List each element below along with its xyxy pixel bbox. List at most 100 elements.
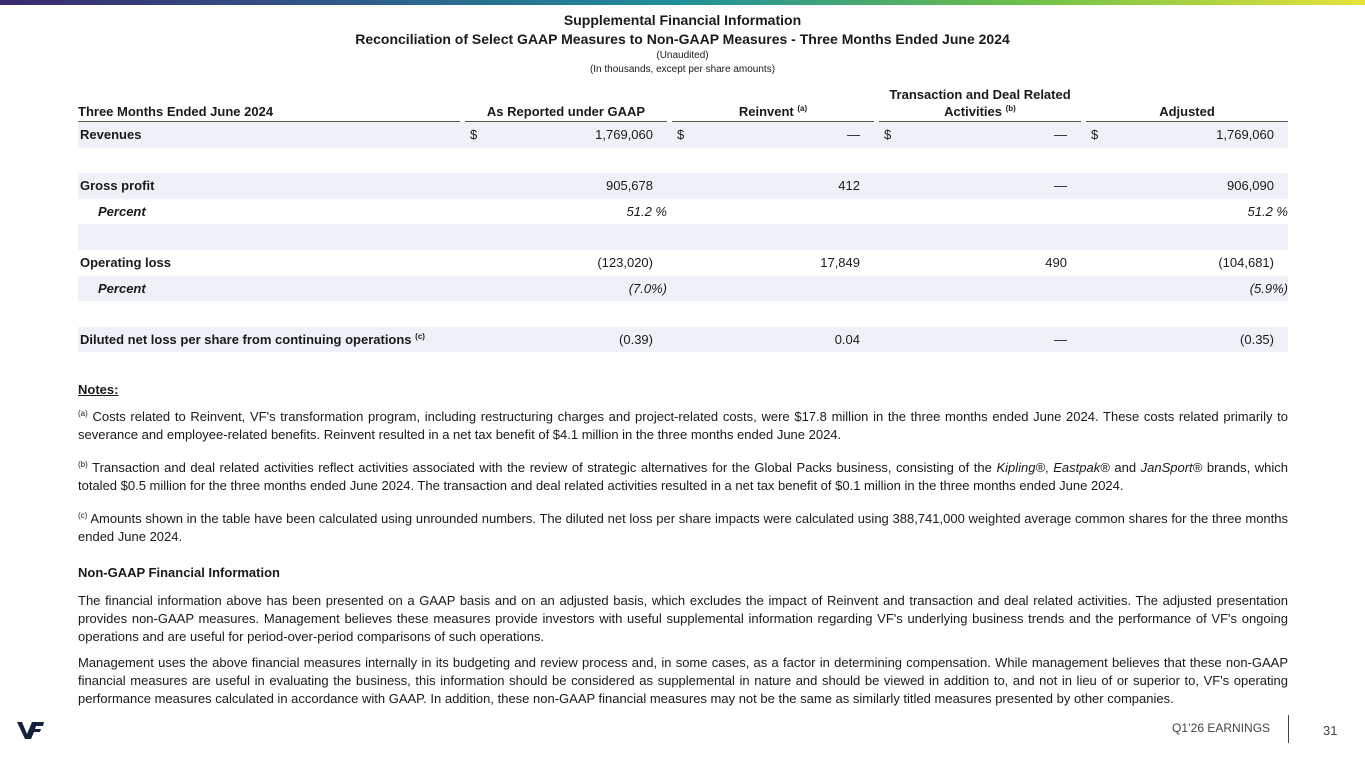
table-row: Revenues $1,769,060 $ — $ — $1,769,060 [78,122,1288,148]
currency: $ [677,127,685,143]
spacer [78,224,1288,250]
row-label-text: Revenues [80,127,142,143]
footnote-marker: (a) [78,409,88,418]
paragraph: The financial information above has been… [78,593,1288,644]
cell: (0.35) [1086,332,1288,347]
column-header: Adjusted [1086,105,1288,122]
table-row: Diluted net loss per share from continui… [78,326,1288,353]
row-label: Operating loss [78,255,460,270]
row-label: Percent [78,281,460,296]
cell-value: (0.39) [619,332,653,348]
cell: $ — [672,127,874,142]
cell: (7.0%) [465,281,667,296]
currency: $ [470,127,478,143]
table-row: Percent (7.0%) (5.9%) [78,275,1288,302]
cell-value: (0.35) [1240,332,1274,348]
cell: — [879,178,1081,193]
notes-heading: Notes: [78,382,119,397]
footnote-text: and [1109,460,1141,475]
spacer [78,301,1288,327]
table-row: Operating loss (123,020) 17,849 490 (104,681… [78,250,1288,276]
column-header: Transaction and Deal Related Activities … [879,88,1081,122]
row-label: Gross profit [78,178,460,193]
footnote-text: Eastpak® [1053,460,1110,475]
spacer [78,148,1288,174]
cell: $1,769,060 [1086,127,1288,142]
section-heading: Non-GAAP Financial Information [78,565,280,580]
cell: (123,020) [465,255,667,270]
table-row: Gross profit 905,678 412 — 906,090 [78,173,1288,199]
table: Three Months Ended June 2024 As Reported … [78,86,1288,353]
cell-value: 1,769,060 [1216,127,1274,143]
cell: (0.39) [465,332,667,347]
row-label-text: Diluted net loss per share from continui… [80,332,412,348]
cell: $1,769,060 [465,127,667,142]
footnote-text: brands, which totaled $0.5 million for t… [78,460,1289,493]
cell: 490 [879,255,1081,270]
cell-value: 51.2 % [626,204,667,220]
cell-value: 17,849 [820,255,860,271]
row-label: Percent [78,204,460,219]
cell-value: 490 [1045,255,1067,271]
footnote-marker: (b) [78,460,88,469]
row-label-text: Gross profit [80,178,155,194]
column-header: As Reported under GAAP [465,105,667,122]
cell: (104,681) [1086,255,1288,270]
footnote: (b) Transaction and deal related activit… [78,456,1288,495]
cell: 51.2 % [465,204,667,219]
note: (In thousands, except per share amounts) [589,64,776,75]
title: Supplemental Financial Information [563,12,802,28]
logo [17,722,44,739]
cell-value: 412 [838,178,860,194]
divider [1288,715,1289,743]
cell: 905,678 [465,178,667,193]
cell: 412 [672,178,874,193]
column-label: As Reported under GAAP [486,104,646,119]
page-number: 31 [1323,723,1338,738]
cell-value: (123,020) [597,255,653,271]
footnote-text: , [1045,460,1054,475]
cell: 17,849 [672,255,874,270]
cell-value: — [1054,332,1067,348]
cell-value: (5.9%) [1249,280,1288,296]
column-label: Adjusted [1159,104,1215,119]
footnote-ref: (a) [797,104,808,113]
footnote-text: Kipling® [996,460,1046,475]
cell: 906,090 [1086,178,1288,193]
column-label: Three Months Ended June 2024 [78,104,274,119]
footnote: (a) Costs related to Reinvent, VF's tran… [78,405,1288,444]
row-label-text: Percent [98,280,146,296]
footnote-marker: (c) [78,511,88,520]
cell-value: 0.04 [834,332,860,348]
cell-value: — [1054,127,1067,143]
cell: 51.2 % [1086,204,1288,219]
cell-value: 1,769,060 [595,127,653,143]
column-header: Three Months Ended June 2024 [78,105,460,122]
cell: — [879,332,1081,347]
cell: 0.04 [672,332,874,347]
currency: $ [884,127,892,143]
footnote-ref: (c) [415,332,425,342]
footer-label: Q1’26 EARNINGS [1172,721,1271,735]
currency: $ [1091,127,1099,143]
cell-value: 51.2 % [1247,204,1288,220]
notes: Notes: (a) Costs related to Reinvent, VF'… [78,381,1288,716]
row-label: Diluted net loss per share from continui… [78,332,460,347]
subtitle: Reconciliation of Select GAAP Measures t… [355,31,1010,47]
footnote-text: Costs related to Reinvent, VF's transfor… [78,409,1288,442]
cell-value: 905,678 [606,178,653,194]
cell-value: (104,681) [1218,255,1274,271]
header-row: Three Months Ended June 2024 As Reported … [78,86,1288,122]
footnote-text: JanSport® [1140,460,1203,475]
row-label: Revenues [78,127,460,142]
cell-value: — [847,127,860,143]
row-label-text: Percent [98,204,146,220]
column-label: Reinvent [738,104,794,119]
cell-value: — [1054,178,1067,194]
column-label: Transaction and Deal Related Activities [889,87,1071,119]
footnote-ref: (b) [1005,104,1016,113]
cell: $ — [879,127,1081,142]
footnote-text: Amounts shown in the table have been cal… [78,511,1288,544]
cell-value: (7.0%) [628,280,667,296]
